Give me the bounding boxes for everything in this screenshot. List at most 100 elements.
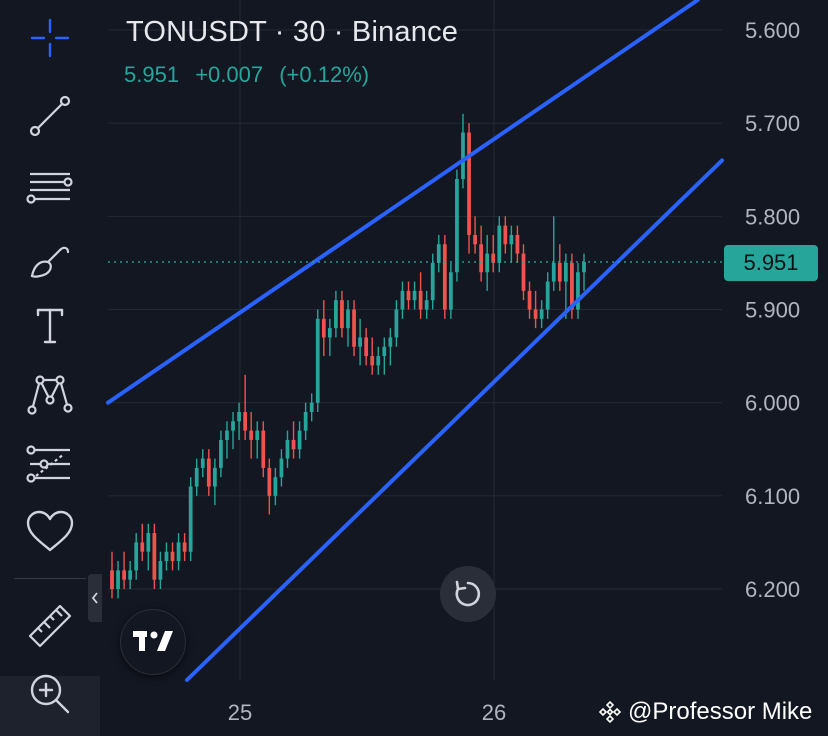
tool-prediction[interactable] <box>20 434 80 494</box>
toolbar-collapse-button[interactable] <box>88 574 102 622</box>
candle-body <box>557 262 562 282</box>
price-axis-label: 5.900 <box>745 298 800 323</box>
candle-body <box>206 458 211 487</box>
price-axis-label: 6.000 <box>745 391 800 416</box>
candle-body <box>176 542 181 562</box>
candle-body <box>146 533 151 552</box>
tool-text[interactable] <box>20 296 80 356</box>
reset-icon <box>455 580 481 607</box>
candle-body <box>473 234 477 245</box>
price-change: +0.007 <box>195 62 264 87</box>
pattern-icon <box>27 375 73 415</box>
candle-body <box>255 430 260 440</box>
candle-body <box>497 225 502 263</box>
candle-body <box>551 262 556 282</box>
chart-grid <box>108 0 722 680</box>
candle-body <box>231 421 235 431</box>
candle-body <box>285 439 290 459</box>
candle-body <box>370 356 375 366</box>
candle-body <box>212 467 217 487</box>
watermark-text: @Professor Mike <box>628 698 813 725</box>
drawing-toolbar <box>0 0 102 736</box>
candle-body <box>521 253 526 291</box>
tool-fib-retracement[interactable] <box>20 158 80 218</box>
candle-body <box>376 356 381 366</box>
candle-body <box>491 253 496 263</box>
candle-body <box>134 542 139 571</box>
favorites-heart-icon <box>26 510 74 552</box>
candle-body <box>182 542 187 552</box>
candlestick-series <box>110 113 586 599</box>
candle-body <box>467 132 471 235</box>
candle-body <box>382 346 387 357</box>
candle-body <box>418 290 423 310</box>
trend-line-icon <box>29 95 71 137</box>
candle-body <box>200 458 205 468</box>
tool-zoom-in[interactable] <box>20 664 80 724</box>
candle-body <box>164 551 169 562</box>
tool-brush[interactable] <box>20 230 80 290</box>
candle-body <box>509 234 514 245</box>
candle-body <box>122 570 126 580</box>
binance-diamond-icon <box>598 700 622 724</box>
tool-pattern[interactable] <box>20 364 80 424</box>
candle-body <box>194 467 199 487</box>
candle-body <box>582 261 586 273</box>
candle-body <box>563 262 568 282</box>
candle-body <box>545 281 550 310</box>
candle-body <box>334 300 338 329</box>
price-axis-label: 6.200 <box>745 577 800 602</box>
candle-body <box>152 533 157 580</box>
candle-body <box>188 486 193 552</box>
prediction-icon <box>26 445 70 483</box>
candle-body <box>461 132 465 180</box>
crosshair-icon <box>30 18 70 58</box>
candle-body <box>243 411 248 431</box>
channel-lower-line <box>184 158 724 682</box>
candle-body <box>388 337 393 347</box>
candle-body <box>219 439 223 468</box>
tool-crosshair[interactable] <box>20 8 80 68</box>
symbol-title[interactable]: TONUSDT · 30 · Binance <box>126 16 459 48</box>
candle-body <box>406 290 411 301</box>
candle-body <box>479 244 484 273</box>
candle-body <box>539 309 544 319</box>
candle-body <box>225 430 229 440</box>
candle-body <box>485 253 490 273</box>
candle-body <box>455 179 459 273</box>
candle-body <box>116 570 120 589</box>
price-axis-label: 5.600 <box>745 18 800 43</box>
brush-icon <box>30 246 70 278</box>
candle-body <box>249 430 254 440</box>
parallel-channel-drawing <box>106 0 724 682</box>
time-axis-label: 26 <box>482 700 506 725</box>
price-axis-label: 5.700 <box>745 111 800 136</box>
price-axis-label: 5.800 <box>745 204 800 229</box>
candle-body <box>412 290 417 301</box>
candle-body <box>352 309 356 347</box>
tradingview-logo-icon <box>133 631 173 651</box>
current-price-badge: 5.951 <box>724 245 818 281</box>
tradingview-logo[interactable] <box>120 609 186 675</box>
last-price: 5.951 <box>124 62 180 87</box>
tool-trend-line[interactable] <box>20 86 80 146</box>
candle-body <box>128 570 133 580</box>
channel-upper-line <box>106 0 700 405</box>
price-axis: 6.200 6.100 6.000 5.900 5.800 5.700 5.600 <box>745 18 800 602</box>
candle-body <box>140 542 145 552</box>
candle-body <box>448 272 453 310</box>
time-axis-label: 25 <box>228 700 252 725</box>
reset-chart-button[interactable] <box>440 566 496 622</box>
candle-body <box>170 551 175 562</box>
candle-body <box>358 337 362 347</box>
tool-ruler[interactable] <box>20 596 80 656</box>
candle-body <box>364 337 369 357</box>
text-icon <box>36 308 64 344</box>
candle-body <box>309 402 314 412</box>
tool-favorites[interactable] <box>20 502 80 562</box>
candle-body <box>533 309 538 319</box>
candle-body <box>442 244 447 310</box>
candle-body <box>237 411 241 422</box>
